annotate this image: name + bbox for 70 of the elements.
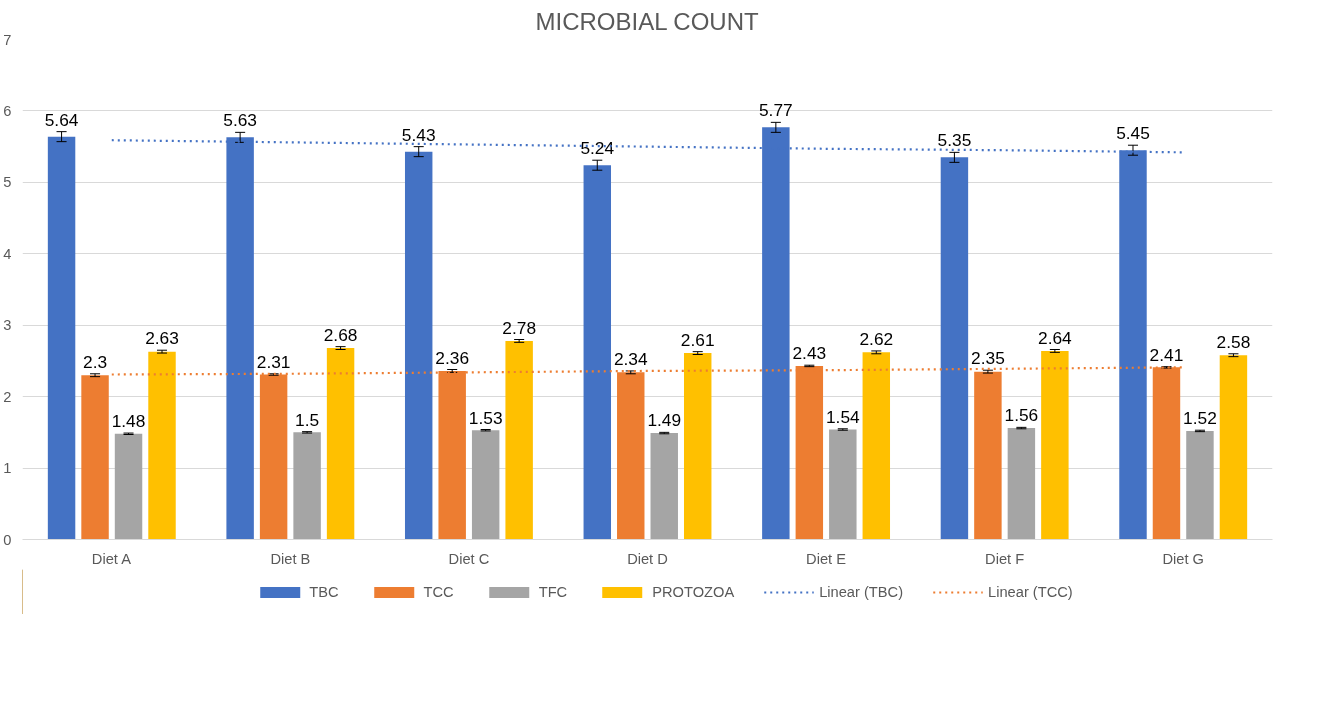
legend-label: TCC bbox=[423, 583, 454, 600]
bar bbox=[1007, 428, 1036, 540]
bar bbox=[1186, 430, 1214, 540]
legend-label: Linear (TBC) bbox=[819, 583, 904, 600]
y-tick-label: 3 bbox=[3, 317, 12, 334]
bar bbox=[81, 375, 109, 540]
bar bbox=[326, 348, 355, 540]
data-label: 5.63 bbox=[223, 110, 258, 131]
data-label: 1.54 bbox=[825, 406, 861, 427]
data-label: 2.3 bbox=[83, 351, 108, 372]
bar bbox=[148, 351, 176, 540]
data-label: 5.45 bbox=[1116, 123, 1150, 144]
x-tick-label: Diet D bbox=[627, 550, 668, 567]
bar bbox=[583, 165, 611, 540]
data-label: 2.43 bbox=[792, 343, 827, 364]
x-tick-label: Diet G bbox=[1162, 550, 1204, 567]
data-label: 2.34 bbox=[613, 348, 648, 369]
bar bbox=[1041, 350, 1069, 540]
bar bbox=[471, 430, 500, 540]
bar bbox=[404, 151, 433, 540]
x-tick-label: Diet B bbox=[270, 550, 311, 567]
y-tick-label: 7 bbox=[3, 31, 12, 48]
bar bbox=[650, 433, 678, 540]
data-label: 2.31 bbox=[256, 351, 291, 372]
bar bbox=[1219, 355, 1248, 540]
data-label: 2.64 bbox=[1038, 327, 1073, 348]
bar bbox=[862, 352, 891, 540]
data-label: 5.64 bbox=[44, 109, 79, 130]
data-label: 5.43 bbox=[401, 124, 436, 145]
data-label: 2.35 bbox=[971, 348, 1005, 369]
bar bbox=[114, 433, 143, 540]
y-tick-label: 1 bbox=[3, 460, 12, 477]
bar bbox=[684, 353, 712, 540]
bar bbox=[505, 340, 533, 540]
data-label: 1.53 bbox=[468, 407, 503, 428]
legend-label: Linear (TCC) bbox=[988, 583, 1073, 600]
x-tick-label: Diet A bbox=[91, 550, 132, 567]
data-label: 1.5 bbox=[295, 409, 320, 430]
data-label: 2.36 bbox=[435, 347, 470, 368]
data-label: 2.68 bbox=[323, 324, 358, 345]
data-label: 2.61 bbox=[680, 329, 715, 350]
bar bbox=[829, 429, 857, 540]
legend-label: TBC bbox=[309, 583, 339, 600]
y-tick-label: 6 bbox=[3, 102, 12, 119]
data-label: 5.35 bbox=[937, 130, 972, 151]
bar bbox=[974, 371, 1002, 540]
data-label: 1.52 bbox=[1183, 408, 1217, 429]
y-tick-label: 5 bbox=[3, 174, 12, 191]
y-tick-label: 4 bbox=[3, 245, 12, 262]
legend-label: TFC bbox=[538, 583, 568, 600]
bar bbox=[940, 157, 969, 540]
y-tick-label: 2 bbox=[3, 388, 12, 405]
data-label: 2.58 bbox=[1216, 331, 1251, 352]
data-label: 1.49 bbox=[647, 410, 682, 431]
data-label: 5.77 bbox=[758, 100, 793, 121]
data-label: 1.56 bbox=[1004, 405, 1039, 426]
x-tick-label: Diet F bbox=[985, 550, 1025, 567]
chart-title: MICROBIAL COUNT bbox=[535, 7, 759, 35]
bar bbox=[293, 432, 321, 540]
x-tick-label: Diet C bbox=[448, 550, 490, 567]
data-label: 5.24 bbox=[580, 138, 615, 159]
data-label: 2.63 bbox=[145, 328, 179, 349]
x-tick-label: Diet E bbox=[806, 550, 847, 567]
y-tick-label: 0 bbox=[3, 531, 12, 548]
legend-label: PROTOZOA bbox=[652, 583, 735, 600]
data-label: 2.62 bbox=[859, 328, 894, 349]
data-label: 2.41 bbox=[1149, 344, 1184, 365]
data-label: 2.78 bbox=[502, 317, 537, 338]
data-label: 1.48 bbox=[111, 411, 146, 432]
bar bbox=[47, 136, 76, 540]
